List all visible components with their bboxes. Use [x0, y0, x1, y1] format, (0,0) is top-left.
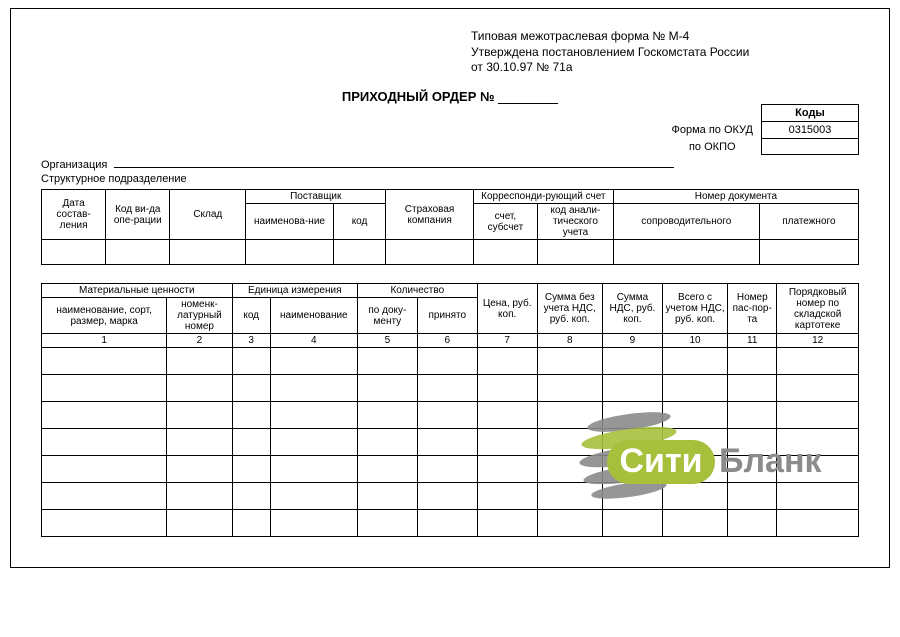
col-doc-number: Номер документа — [613, 190, 858, 204]
col-qty-doc: по доку-менту — [357, 298, 417, 334]
organization-label: Организация — [41, 159, 107, 171]
okud-value: 0315003 — [762, 122, 859, 139]
colnum-3: 3 — [232, 334, 270, 348]
col-sum-nds: Сумма НДС, руб. коп. — [602, 284, 662, 334]
col-unit-code: код — [232, 298, 270, 334]
col-qty-accepted: принято — [417, 298, 477, 334]
colnum-4: 4 — [270, 334, 357, 348]
organization-field[interactable] — [114, 167, 674, 168]
item-row[interactable] — [42, 348, 859, 375]
order-number-blank[interactable] — [498, 103, 558, 104]
col-sum-no-nds: Сумма без учета НДС, руб. коп. — [537, 284, 602, 334]
colnum-6: 6 — [417, 334, 477, 348]
header-data-row[interactable] — [42, 240, 859, 265]
col-mat-name: наименование, сорт, размер, марка — [42, 298, 167, 334]
colnum-9: 9 — [602, 334, 662, 348]
codes-table: Коды Форма по ОКУД 0315003 по ОКПО — [664, 104, 860, 155]
colnum-7: 7 — [477, 334, 537, 348]
col-price: Цена, руб. коп. — [477, 284, 537, 334]
column-numbers-row: 1 2 3 4 5 6 7 8 9 10 11 12 — [42, 334, 859, 348]
items-table: Материальные ценности Единица измерения … — [41, 283, 859, 537]
col-supplier-name: наименова-ние — [246, 204, 334, 240]
item-row[interactable] — [42, 402, 859, 429]
okpo-value[interactable] — [762, 139, 859, 155]
item-row[interactable] — [42, 510, 859, 537]
subdivision-row: Структурное подразделение — [41, 173, 859, 185]
col-supplier: Поставщик — [246, 190, 386, 204]
col-sklad: Склад — [170, 190, 246, 240]
form-m4-page: Типовая межотраслевая форма № М-4 Утверж… — [10, 8, 890, 568]
item-row[interactable] — [42, 429, 859, 456]
col-accompanying: сопроводительного — [613, 204, 759, 240]
col-qty: Количество — [357, 284, 477, 298]
col-mat-num: номенк-латурный номер — [167, 298, 232, 334]
col-account: счет, субсчет — [473, 204, 537, 240]
document-title: ПРИХОДНЫЙ ОРДЕР № — [342, 89, 495, 104]
colnum-1: 1 — [42, 334, 167, 348]
colnum-5: 5 — [357, 334, 417, 348]
reg-line-1: Типовая межотраслевая форма № М-4 — [471, 29, 749, 45]
codes-header: Коды — [762, 105, 859, 122]
colnum-8: 8 — [537, 334, 602, 348]
reg-line-2: Утверждена постановлением Госкомстата Ро… — [471, 45, 749, 61]
header-table: Дата состав-ления Код ви-да опе-рации Ск… — [41, 189, 859, 265]
item-row[interactable] — [42, 456, 859, 483]
colnum-12: 12 — [777, 334, 859, 348]
item-row[interactable] — [42, 375, 859, 402]
col-op: Код ви-да опе-рации — [106, 190, 170, 240]
col-supplier-code: код — [333, 204, 386, 240]
col-card-number: Порядковый номер по складской картотеке — [777, 284, 859, 334]
okpo-label: по ОКПО — [664, 139, 762, 155]
colnum-11: 11 — [728, 334, 777, 348]
colnum-2: 2 — [167, 334, 232, 348]
regulation-text: Типовая межотраслевая форма № М-4 Утверж… — [471, 29, 749, 76]
reg-line-3: от 30.10.97 № 71а — [471, 60, 749, 76]
col-passport: Номер пас-пор-та — [728, 284, 777, 334]
organization-row: Организация — [41, 159, 859, 171]
col-corr-account: Корреспонди-рующий счет — [473, 190, 613, 204]
col-payment: платежного — [759, 204, 858, 240]
col-materials: Материальные ценности — [42, 284, 233, 298]
colnum-10: 10 — [662, 334, 727, 348]
col-unit-name: наименование — [270, 298, 357, 334]
col-unit: Единица измерения — [232, 284, 357, 298]
item-row[interactable] — [42, 483, 859, 510]
okud-label: Форма по ОКУД — [664, 122, 762, 139]
col-date: Дата состав-ления — [42, 190, 106, 240]
col-total: Всего с учетом НДС, руб. коп. — [662, 284, 727, 334]
document-title-row: ПРИХОДНЫЙ ОРДЕР № — [41, 89, 859, 104]
col-insurance: Страховая компания — [386, 190, 474, 240]
subdivision-label: Структурное подразделение — [41, 173, 187, 185]
col-analytic: код анали-тического учета — [538, 204, 614, 240]
